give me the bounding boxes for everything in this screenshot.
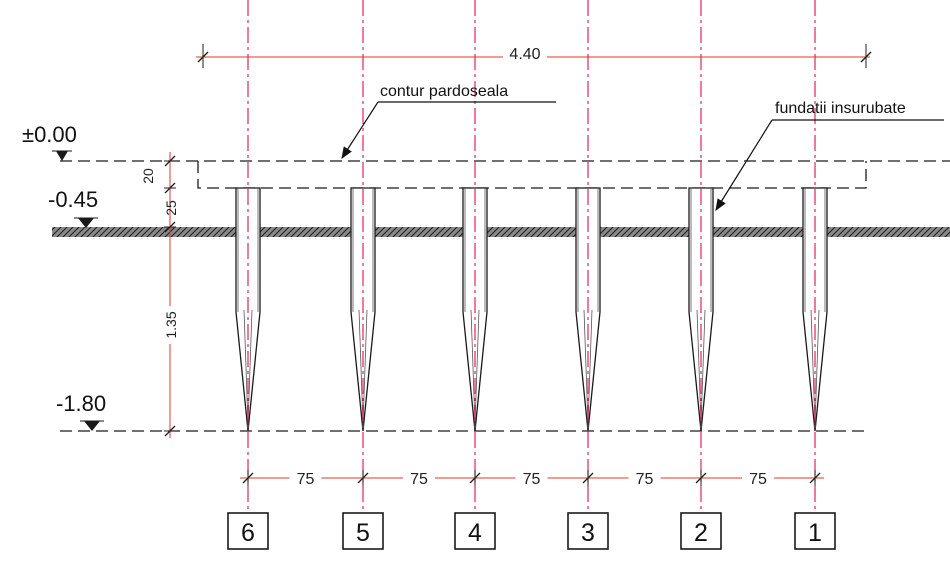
spacing-label-3: 75 (523, 471, 541, 488)
level-label-minus-1-80: -1.80 (56, 391, 106, 416)
axis-box-5: 5 (342, 512, 384, 550)
spacing-label-1: 75 (297, 471, 315, 488)
vertical-dimension-chain (160, 152, 180, 438)
axis-label-1: 1 (808, 519, 822, 547)
level-label-minus-0-45: -0.45 (48, 187, 98, 212)
leader-floor-outline (341, 101, 556, 160)
axis-box-1: 1 (794, 512, 836, 550)
label-screw-foundations: fundatii insurubate (775, 100, 906, 117)
axis-box-4: 4 (454, 512, 496, 550)
axis-label-3: 3 (581, 519, 595, 547)
dim-25: 25 (163, 200, 179, 216)
spacing-label-bg (515, 469, 548, 487)
level-marker-minus-0-45 (74, 217, 98, 228)
spacing-label-5: 75 (749, 471, 767, 488)
dim-20: 20 (140, 168, 156, 184)
level-marker-0-00 (52, 150, 72, 161)
level-label-0-00: ±0.00 (22, 122, 77, 147)
spacing-label-bg (289, 469, 322, 487)
spacing-ticks-group: 75 75 75 75 75 (242, 469, 821, 488)
top-dimension (196, 44, 872, 68)
floor-outline (197, 161, 867, 189)
piles-group (235, 187, 828, 432)
axis-label-6: 6 (241, 519, 255, 547)
axis-box-2: 2 (680, 512, 722, 550)
leader-screw-foundations (715, 119, 944, 212)
axis-box-6: 6 (227, 512, 269, 550)
level-marker-minus-1-80 (80, 420, 104, 431)
axis-box-3: 3 (567, 512, 609, 550)
ground-hatch (52, 227, 950, 237)
axis-label-5: 5 (356, 519, 370, 547)
spacing-label-bg (628, 469, 661, 487)
spacing-label-bg (403, 469, 435, 487)
spacing-label-4: 75 (636, 471, 654, 488)
spacing-label-2: 75 (410, 471, 428, 488)
axis-labels-group: 6 5 4 3 2 1 (227, 512, 836, 550)
top-dimension-label: 4.40 (509, 46, 540, 63)
axis-label-2: 2 (694, 519, 708, 547)
axis-lines-group (247, 0, 816, 510)
label-floor-outline: contur pardoseala (380, 83, 508, 100)
dim-1-35: 1.35 (163, 311, 179, 338)
axis-label-4: 4 (468, 519, 482, 547)
spacing-label-bg (742, 469, 774, 487)
